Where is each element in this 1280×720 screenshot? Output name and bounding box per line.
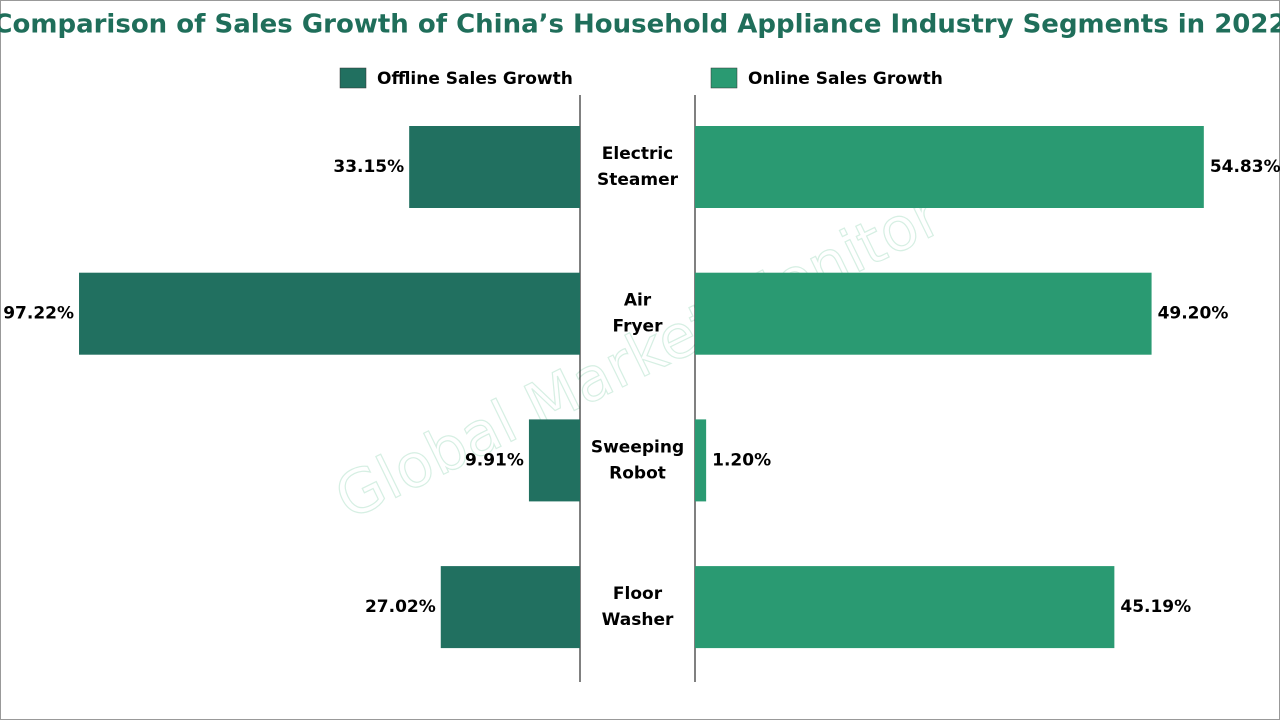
value-label: 45.19%: [1120, 597, 1191, 617]
value-label: 1.20%: [712, 450, 771, 470]
legend-label: Offline Sales Growth: [377, 69, 573, 89]
bar: [528, 419, 580, 502]
value-label: 49.20%: [1158, 304, 1229, 324]
value-label: 97.22%: [3, 304, 74, 324]
bar: [695, 419, 707, 502]
legend-swatch: [710, 67, 738, 89]
bar: [695, 272, 1152, 355]
value-label: 54.83%: [1210, 157, 1280, 177]
chart-title: Comparison of Sales Growth of China’s Ho…: [0, 10, 1280, 40]
category-label: Sweeping Robot: [591, 437, 684, 483]
bar: [695, 126, 1204, 208]
value-label: 9.91%: [465, 450, 524, 470]
category-label: Air Fryer: [613, 291, 664, 337]
legend-label: Online Sales Growth: [748, 69, 943, 89]
bar: [409, 126, 580, 208]
category-label: Floor Washer: [602, 584, 674, 630]
bar: [695, 566, 1115, 649]
value-label: 33.15%: [333, 157, 404, 177]
value-label: 27.02%: [365, 597, 436, 617]
category-label: Electric Steamer: [597, 144, 679, 190]
bar: [79, 272, 581, 355]
bar: [440, 566, 580, 649]
legend-swatch: [339, 67, 367, 89]
